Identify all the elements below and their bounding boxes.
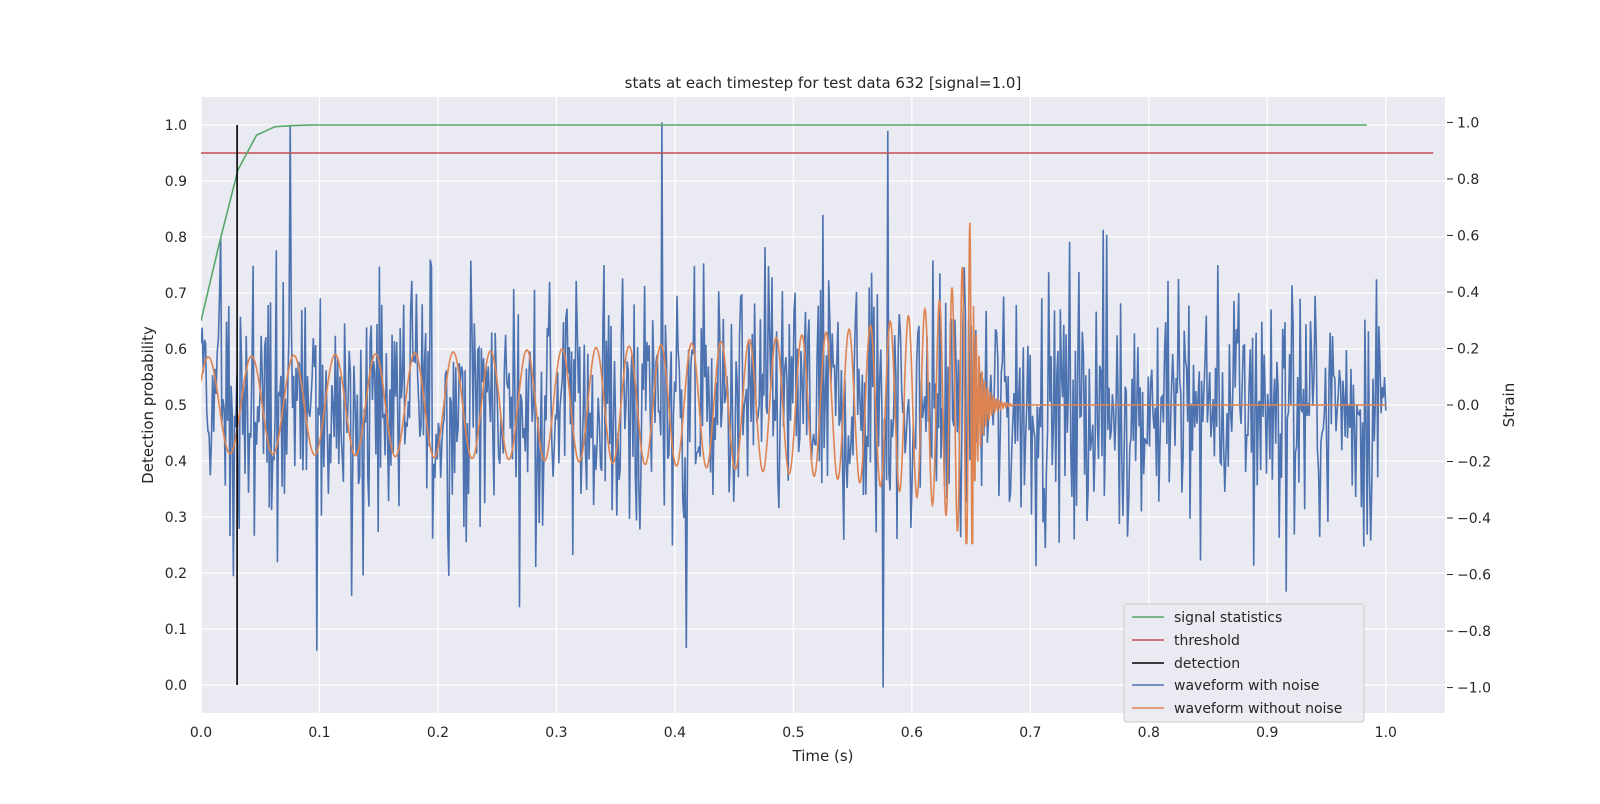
- x-tick-label: 0.0: [190, 725, 212, 741]
- x-tick-label: 0.7: [1019, 725, 1041, 741]
- y-tick-label: 0.0: [165, 678, 187, 694]
- series-waveform-without-noise: [201, 222, 1386, 545]
- y-tick-label: 0.4: [165, 454, 187, 470]
- y-tick-label: 0.7: [165, 286, 187, 302]
- right-y-axis-ticks: −1.0 −0.8 −0.6 −0.4 −0.2 0.0 0.2 0.4 0.6 0.8 1.0: [1447, 115, 1491, 697]
- y2-tick-label: 0.8: [1457, 172, 1479, 188]
- y-tick-label: 0.5: [165, 398, 187, 414]
- x-tick-label: 0.9: [1256, 725, 1278, 741]
- y-tick-label: 0.3: [165, 510, 187, 526]
- x-tick-label: 0.3: [545, 725, 567, 741]
- y2-tick-label: −0.8: [1457, 624, 1491, 640]
- legend-label-threshold: threshold: [1174, 633, 1240, 649]
- legend-box: [1123, 603, 1365, 723]
- series-waveform-with-noise: [201, 122, 1387, 688]
- x-axis-label: Time (s): [792, 747, 854, 765]
- x-tick-label: 0.1: [308, 725, 330, 741]
- y2-tick-label: 0.6: [1457, 228, 1479, 244]
- legend-label-waveform-without-noise: waveform without noise: [1174, 701, 1342, 717]
- legend-label-detection: detection: [1174, 656, 1240, 672]
- y2-axis-label: Strain: [1500, 383, 1518, 427]
- x-tick-label: 0.4: [664, 725, 686, 741]
- x-tick-label: 0.2: [427, 725, 449, 741]
- y-tick-label: 0.9: [165, 174, 187, 190]
- y2-tick-label: 1.0: [1457, 115, 1479, 131]
- chart-title: stats at each timestep for test data 632…: [625, 74, 1022, 92]
- y-tick-label: 0.2: [165, 566, 187, 582]
- y-tick-label: 0.8: [165, 230, 187, 246]
- y2-tick-label: −0.6: [1457, 568, 1491, 584]
- series-group: [201, 122, 1434, 688]
- x-tick-label: 1.0: [1375, 725, 1397, 741]
- y-tick-label: 0.6: [165, 342, 187, 358]
- legend-label-signal-statistics: signal statistics: [1174, 610, 1282, 626]
- y2-tick-label: −0.2: [1457, 455, 1491, 471]
- y2-tick-label: −0.4: [1457, 511, 1491, 527]
- y2-tick-label: 0.4: [1457, 285, 1479, 301]
- x-tick-label: 0.8: [1138, 725, 1160, 741]
- left-y-axis-ticks: 0.0 0.1 0.2 0.3 0.4 0.5 0.6 0.7 0.8 0.9 1.0: [165, 118, 187, 694]
- x-tick-label: 0.5: [782, 725, 804, 741]
- y2-tick-label: 0.2: [1457, 341, 1479, 357]
- y2-tick-label: 0.0: [1457, 398, 1479, 414]
- y-axis-label: Detection probability: [139, 326, 157, 484]
- data-layer: [201, 122, 1434, 688]
- y-tick-label: 0.1: [165, 622, 187, 638]
- x-tick-label: 0.6: [901, 725, 923, 741]
- series-signal-statistics: [201, 124, 1367, 322]
- x-axis-ticks: 0.0 0.1 0.2 0.3 0.4 0.5 0.6 0.7 0.8 0.9 1.0: [190, 725, 1397, 741]
- legend: signal statistics threshold detection wa…: [1123, 603, 1365, 723]
- legend-label-waveform-with-noise: waveform with noise: [1174, 678, 1319, 694]
- y2-tick-label: −1.0: [1457, 681, 1491, 697]
- y-tick-label: 1.0: [165, 118, 187, 134]
